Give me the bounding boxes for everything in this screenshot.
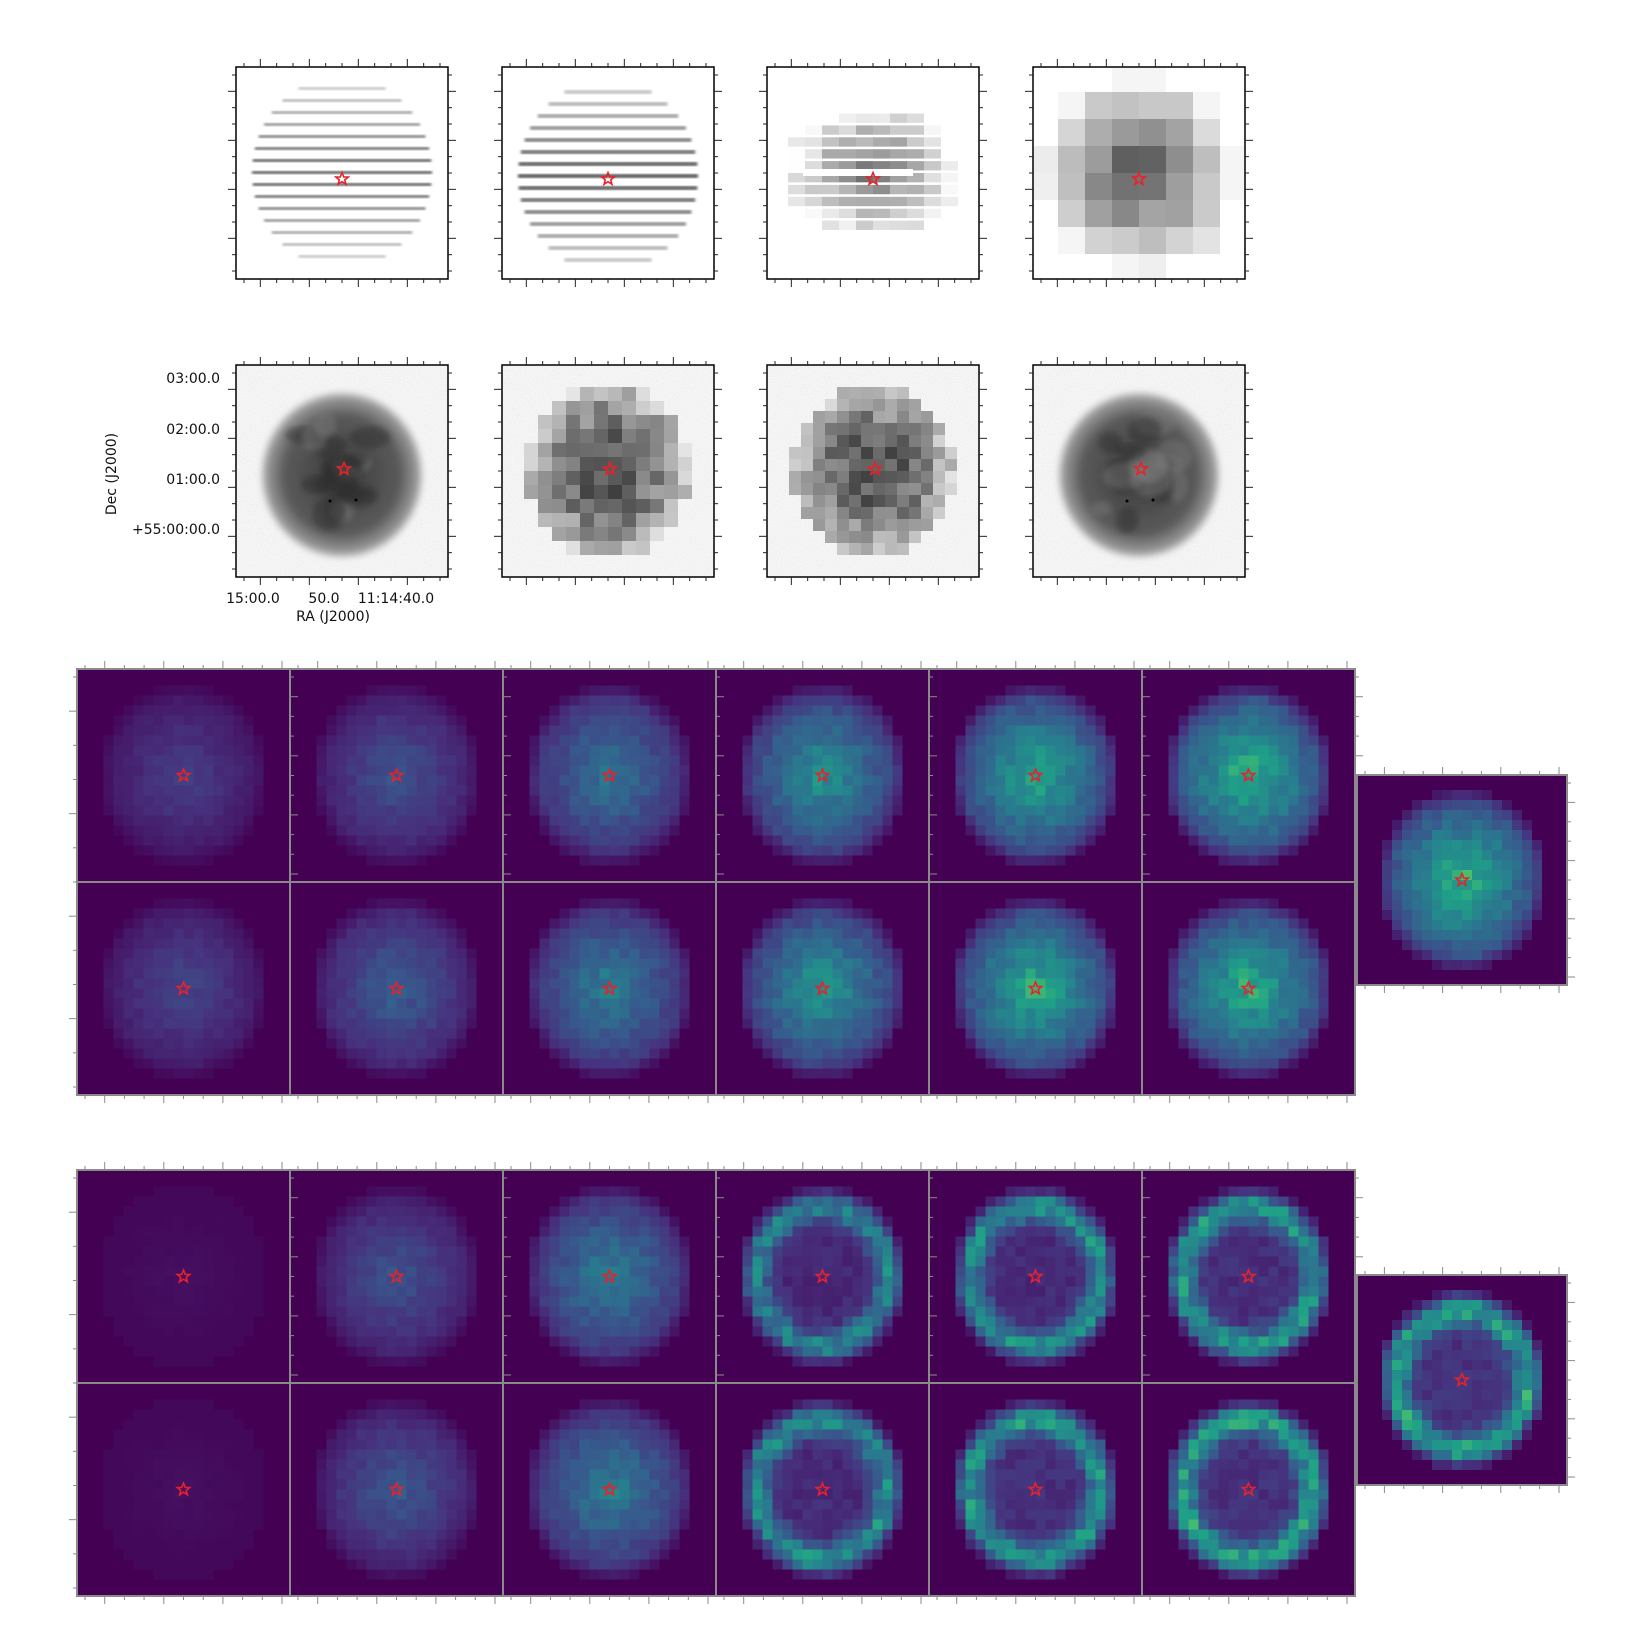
viridis-panel — [929, 1383, 1142, 1596]
viridis-grid-b — [69, 1162, 1575, 1604]
ra-tick-label-3: 11:14:40.0 — [358, 591, 434, 607]
viridis-panel — [1357, 775, 1567, 985]
dec-tick-label-4: +55:00:00.0 — [132, 522, 220, 538]
viridis-panel — [716, 669, 929, 882]
viridis-panel — [503, 1383, 716, 1596]
viridis-panel — [290, 1383, 503, 1596]
viridis-panel — [716, 882, 929, 1095]
viridis-panel — [1142, 882, 1355, 1095]
ra-axis-label: RA (J2000) — [296, 609, 370, 625]
top-panel-coarse-blocks — [1025, 59, 1253, 287]
viridis-panel — [77, 669, 290, 882]
ra-tick-label-1: 15:00.0 — [226, 591, 280, 607]
top-row-2-panels — [228, 357, 1253, 585]
top-panel-nebula-blocky-alt — [759, 357, 987, 585]
viridis-panel — [503, 882, 716, 1095]
top-panel-nebula-blocky — [494, 357, 722, 585]
viridis-panel — [1142, 1383, 1355, 1596]
top-panel-striped-low-res — [228, 59, 456, 287]
viridis-panel — [1357, 1275, 1567, 1485]
viridis-panel — [77, 1383, 290, 1596]
viridis-panel — [503, 669, 716, 882]
viridis-panel — [290, 1170, 503, 1383]
viridis-panel — [77, 882, 290, 1095]
viridis-panel — [716, 1170, 929, 1383]
dec-axis-label: Dec (J2000) — [104, 433, 120, 515]
viridis-panel — [77, 1170, 290, 1383]
top-panel-nebula-full-res — [228, 357, 456, 585]
top-panel-nebula-full-res-copy — [1025, 357, 1253, 585]
top-panel-striped-mid-res — [494, 59, 722, 287]
viridis-grid-a — [69, 661, 1575, 1103]
viridis-panel — [716, 1383, 929, 1596]
viridis-panel — [1142, 669, 1355, 882]
viridis-panel — [929, 1170, 1142, 1383]
dec-tick-label-2: 02:00.0 — [166, 422, 220, 438]
viridis-panel — [503, 1170, 716, 1383]
viridis-panel — [290, 882, 503, 1095]
dec-tick-label-1: 03:00.0 — [166, 371, 220, 387]
viridis-panel — [929, 669, 1142, 882]
top-row-1-panels — [228, 59, 1253, 287]
top-panel-blocky-striped — [759, 59, 987, 287]
viridis-panel — [290, 669, 503, 882]
ra-tick-label-2: 50.0 — [308, 591, 339, 607]
dec-tick-label-3: 01:00.0 — [166, 472, 220, 488]
viridis-panel — [929, 882, 1142, 1095]
viridis-panel — [1142, 1170, 1355, 1383]
